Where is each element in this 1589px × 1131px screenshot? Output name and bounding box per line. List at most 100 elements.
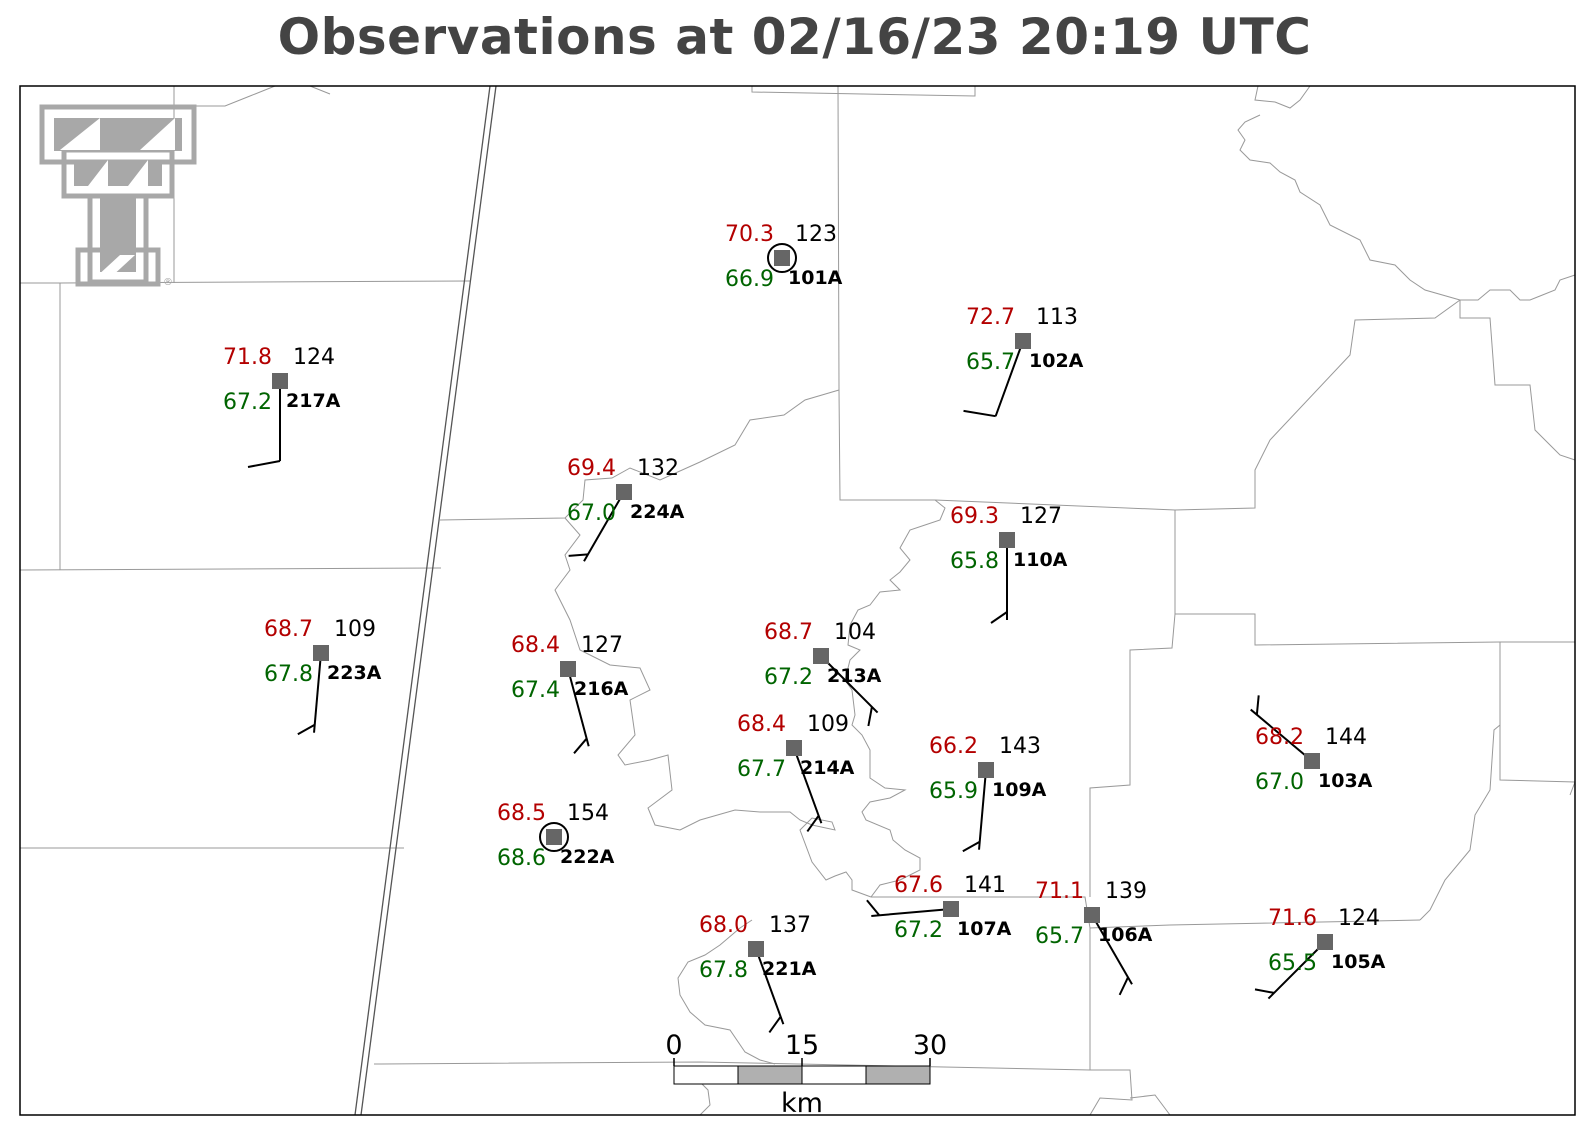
station-id: 106A bbox=[1098, 924, 1153, 946]
station-107a: 67.6 141 67.2 107A bbox=[866, 873, 1012, 943]
calm-wind-circle bbox=[767, 243, 797, 273]
station-marker bbox=[774, 250, 790, 266]
wind-barb-staff bbox=[793, 747, 823, 824]
station-id: 107A bbox=[957, 918, 1012, 940]
station-id: 213A bbox=[827, 665, 882, 687]
dewpoint-value: 67.8 bbox=[264, 662, 313, 687]
station-id: 216A bbox=[574, 678, 629, 700]
station-marker bbox=[786, 740, 802, 756]
dewpoint-value: 65.9 bbox=[929, 779, 978, 804]
dewpoint-value: 65.7 bbox=[1035, 924, 1084, 949]
station-id: 105A bbox=[1331, 951, 1386, 973]
temperature-value: 68.4 bbox=[511, 633, 560, 658]
wind-barb-flag bbox=[990, 611, 1008, 624]
wind-barb-flag bbox=[867, 706, 873, 727]
station-marker bbox=[1304, 753, 1320, 769]
wind-barb-staff bbox=[820, 655, 879, 714]
station-214a: 68.4 109 67.7 214A bbox=[737, 712, 855, 833]
station-id: 217A bbox=[286, 390, 341, 412]
wind-barb-flag bbox=[866, 899, 881, 916]
station-102a: 72.7 113 65.7 102A bbox=[963, 305, 1084, 418]
scale-segment-2 bbox=[737, 1065, 803, 1085]
dewpoint-value: 67.2 bbox=[764, 665, 813, 690]
scale-label-30: 30 bbox=[913, 1030, 947, 1061]
station-marker bbox=[560, 661, 576, 677]
dewpoint-value: 67.2 bbox=[894, 918, 943, 943]
wind-barb-flag bbox=[1255, 695, 1260, 715]
temperature-value: 68.4 bbox=[737, 712, 786, 737]
station-marker bbox=[1015, 333, 1031, 349]
scale-label-0: 0 bbox=[665, 1030, 682, 1061]
temperature-value: 71.8 bbox=[223, 345, 272, 370]
wind-barb-flag bbox=[573, 737, 588, 754]
wind-direction-value: 124 bbox=[1338, 906, 1380, 931]
scale-segment-3 bbox=[801, 1065, 867, 1085]
station-marker bbox=[943, 901, 959, 917]
station-marker bbox=[616, 484, 632, 500]
wind-direction-value: 113 bbox=[1036, 305, 1078, 330]
scale-label-15: 15 bbox=[785, 1030, 819, 1061]
wind-direction-value: 127 bbox=[1020, 504, 1062, 529]
wind-barb-staff bbox=[755, 948, 785, 1025]
dewpoint-value: 67.4 bbox=[511, 678, 560, 703]
map-title: Observations at 02/16/23 20:19 UTC bbox=[277, 8, 1312, 66]
wind-barb-staff bbox=[1267, 941, 1326, 1000]
temperature-value: 72.7 bbox=[966, 305, 1015, 330]
scale-unit: km bbox=[781, 1088, 823, 1119]
station-marker bbox=[999, 532, 1015, 548]
station-id: 221A bbox=[762, 958, 817, 980]
dewpoint-value: 65.5 bbox=[1268, 951, 1317, 976]
wind-direction-value: 109 bbox=[807, 712, 849, 737]
map-frame bbox=[19, 85, 1576, 1116]
temperature-value: 68.7 bbox=[764, 620, 813, 645]
wind-direction-value: 123 bbox=[795, 222, 837, 247]
temperature-value: 66.2 bbox=[929, 734, 978, 759]
station-id: 223A bbox=[327, 662, 382, 684]
station-109a: 66.2 143 65.9 109A bbox=[929, 734, 1047, 853]
wind-barb-flag bbox=[768, 1016, 782, 1034]
wind-direction-value: 132 bbox=[637, 456, 679, 481]
temperature-value: 69.3 bbox=[950, 504, 999, 529]
dewpoint-value: 67.0 bbox=[567, 501, 616, 526]
station-marker bbox=[1084, 907, 1100, 923]
wind-direction-value: 109 bbox=[334, 617, 376, 642]
station-id: 109A bbox=[992, 779, 1047, 801]
dewpoint-value: 65.7 bbox=[966, 350, 1015, 375]
station-marker bbox=[313, 645, 329, 661]
wind-direction-value: 104 bbox=[834, 620, 876, 645]
dewpoint-value: 66.9 bbox=[725, 267, 774, 292]
wind-barb-staff bbox=[1091, 914, 1133, 985]
dewpoint-value: 68.6 bbox=[497, 846, 546, 871]
dewpoint-value: 67.0 bbox=[1255, 770, 1304, 795]
wind-direction-value: 127 bbox=[581, 633, 623, 658]
station-marker bbox=[272, 373, 288, 389]
wind-barb-staff bbox=[1250, 708, 1313, 762]
station-marker bbox=[978, 762, 994, 778]
scale-segment-1 bbox=[673, 1065, 739, 1085]
temperature-value: 71.6 bbox=[1268, 906, 1317, 931]
station-213a: 68.7 104 67.2 213A bbox=[764, 620, 882, 727]
station-106a: 71.1 139 65.7 106A bbox=[1035, 879, 1153, 996]
wind-barb-flag bbox=[962, 840, 981, 853]
wind-direction-value: 141 bbox=[964, 873, 1006, 898]
temperature-value: 71.1 bbox=[1035, 879, 1084, 904]
station-id: 214A bbox=[800, 757, 855, 779]
wind-direction-value: 154 bbox=[567, 801, 609, 826]
dewpoint-value: 67.7 bbox=[737, 757, 786, 782]
wind-barb-flag bbox=[297, 723, 316, 736]
station-id: 103A bbox=[1318, 770, 1373, 792]
wind-barb-flag bbox=[568, 553, 589, 557]
station-103a: 68.2 144 67.0 103A bbox=[1250, 695, 1373, 795]
wind-direction-value: 139 bbox=[1105, 879, 1147, 904]
scale-segment-4 bbox=[865, 1065, 931, 1085]
logo-mark: ® bbox=[163, 277, 173, 288]
wind-barb-flag bbox=[963, 409, 996, 418]
station-221a: 68.0 137 67.8 221A bbox=[699, 913, 817, 1034]
station-id: 222A bbox=[560, 846, 615, 868]
temperature-value: 68.0 bbox=[699, 913, 748, 938]
wind-barb-flag bbox=[1118, 976, 1129, 996]
station-marker bbox=[1317, 934, 1333, 950]
wind-barb-flag bbox=[247, 460, 281, 468]
wind-barb-staff bbox=[871, 908, 952, 917]
